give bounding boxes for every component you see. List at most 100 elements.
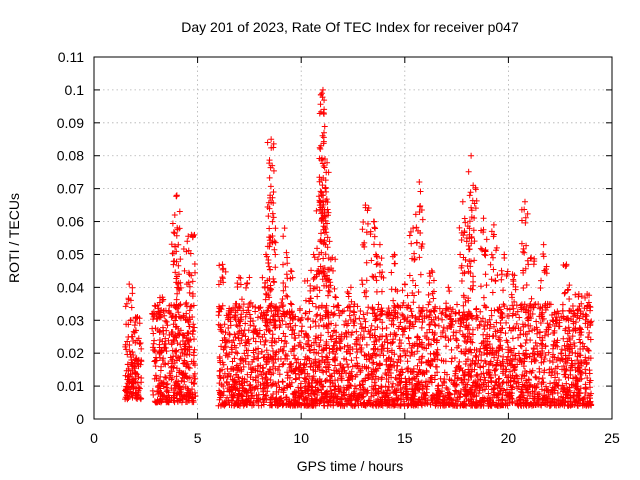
data-point bbox=[185, 339, 192, 346]
data-point bbox=[482, 271, 489, 278]
data-point bbox=[158, 348, 165, 355]
data-point bbox=[427, 350, 434, 357]
data-point bbox=[190, 302, 197, 309]
data-point bbox=[490, 221, 497, 228]
data-point bbox=[307, 324, 314, 331]
data-point bbox=[174, 397, 181, 404]
data-point bbox=[358, 277, 365, 284]
data-point bbox=[173, 334, 180, 341]
data-point bbox=[283, 271, 290, 278]
data-point bbox=[315, 322, 322, 329]
data-point bbox=[132, 370, 139, 377]
data-point bbox=[159, 392, 166, 399]
data-point bbox=[165, 337, 172, 344]
data-point bbox=[267, 266, 274, 273]
data-point bbox=[562, 371, 569, 378]
x-tick-label: 5 bbox=[194, 430, 202, 446]
data-point bbox=[571, 339, 578, 346]
data-point bbox=[153, 357, 160, 364]
data-point bbox=[157, 373, 164, 380]
data-point bbox=[221, 321, 228, 328]
data-point bbox=[452, 335, 459, 342]
data-point bbox=[356, 342, 363, 349]
y-tick-label: 0.1 bbox=[65, 82, 85, 98]
data-point bbox=[288, 301, 295, 308]
data-point bbox=[388, 286, 395, 293]
data-point bbox=[190, 372, 197, 379]
data-point bbox=[554, 390, 561, 397]
data-point bbox=[371, 241, 378, 248]
data-point bbox=[215, 312, 222, 319]
data-point bbox=[314, 245, 321, 252]
data-point bbox=[179, 337, 186, 344]
data-point bbox=[356, 382, 363, 389]
data-point bbox=[164, 398, 171, 405]
data-point bbox=[468, 152, 475, 159]
data-point bbox=[425, 291, 432, 298]
data-point bbox=[168, 341, 175, 348]
data-point bbox=[378, 288, 385, 295]
data-point bbox=[175, 354, 182, 361]
x-tick-label: 15 bbox=[397, 430, 413, 446]
data-point bbox=[319, 132, 326, 139]
data-point bbox=[425, 301, 432, 308]
data-point bbox=[563, 380, 570, 387]
data-point bbox=[175, 331, 182, 338]
data-point bbox=[181, 378, 188, 385]
data-point bbox=[217, 375, 224, 382]
data-point bbox=[219, 274, 226, 281]
data-point bbox=[131, 360, 138, 367]
data-point bbox=[474, 371, 481, 378]
data-point bbox=[440, 324, 447, 331]
data-point bbox=[443, 343, 450, 350]
data-point bbox=[266, 263, 273, 270]
data-point bbox=[236, 274, 243, 281]
data-point bbox=[481, 326, 488, 333]
data-point bbox=[157, 381, 164, 388]
data-point bbox=[490, 266, 497, 273]
data-point bbox=[192, 269, 199, 276]
data-point bbox=[465, 168, 472, 175]
data-point bbox=[270, 214, 277, 221]
data-point bbox=[332, 362, 339, 369]
data-point bbox=[266, 225, 273, 232]
data-point bbox=[163, 348, 170, 355]
data-point bbox=[344, 361, 351, 368]
data-point bbox=[310, 251, 317, 258]
data-point bbox=[566, 296, 573, 303]
data-point bbox=[373, 261, 380, 268]
data-point bbox=[152, 372, 159, 379]
data-point bbox=[284, 254, 291, 261]
data-point bbox=[155, 377, 162, 384]
data-point bbox=[391, 260, 398, 267]
data-point bbox=[359, 281, 366, 288]
data-point bbox=[521, 198, 528, 205]
data-point bbox=[492, 277, 499, 284]
data-point bbox=[135, 385, 142, 392]
data-point bbox=[350, 308, 357, 315]
data-point bbox=[518, 343, 525, 350]
data-point bbox=[547, 301, 554, 308]
data-point bbox=[308, 267, 315, 274]
data-point bbox=[588, 318, 595, 325]
data-point bbox=[462, 219, 469, 226]
data-point bbox=[152, 363, 159, 370]
data-point bbox=[487, 261, 494, 268]
data-point bbox=[280, 360, 287, 367]
data-point bbox=[417, 188, 424, 195]
data-point bbox=[520, 284, 527, 291]
data-point bbox=[184, 399, 191, 406]
data-point bbox=[284, 260, 291, 267]
data-point bbox=[165, 360, 172, 367]
data-point bbox=[127, 317, 134, 324]
data-point bbox=[173, 365, 180, 372]
data-point bbox=[176, 331, 183, 338]
data-point bbox=[184, 329, 191, 336]
data-point bbox=[491, 307, 498, 314]
data-point bbox=[149, 325, 156, 332]
data-point bbox=[538, 277, 545, 284]
x-tick-label: 0 bbox=[90, 430, 98, 446]
data-point bbox=[507, 368, 514, 375]
data-point bbox=[312, 303, 319, 310]
data-point bbox=[404, 358, 411, 365]
